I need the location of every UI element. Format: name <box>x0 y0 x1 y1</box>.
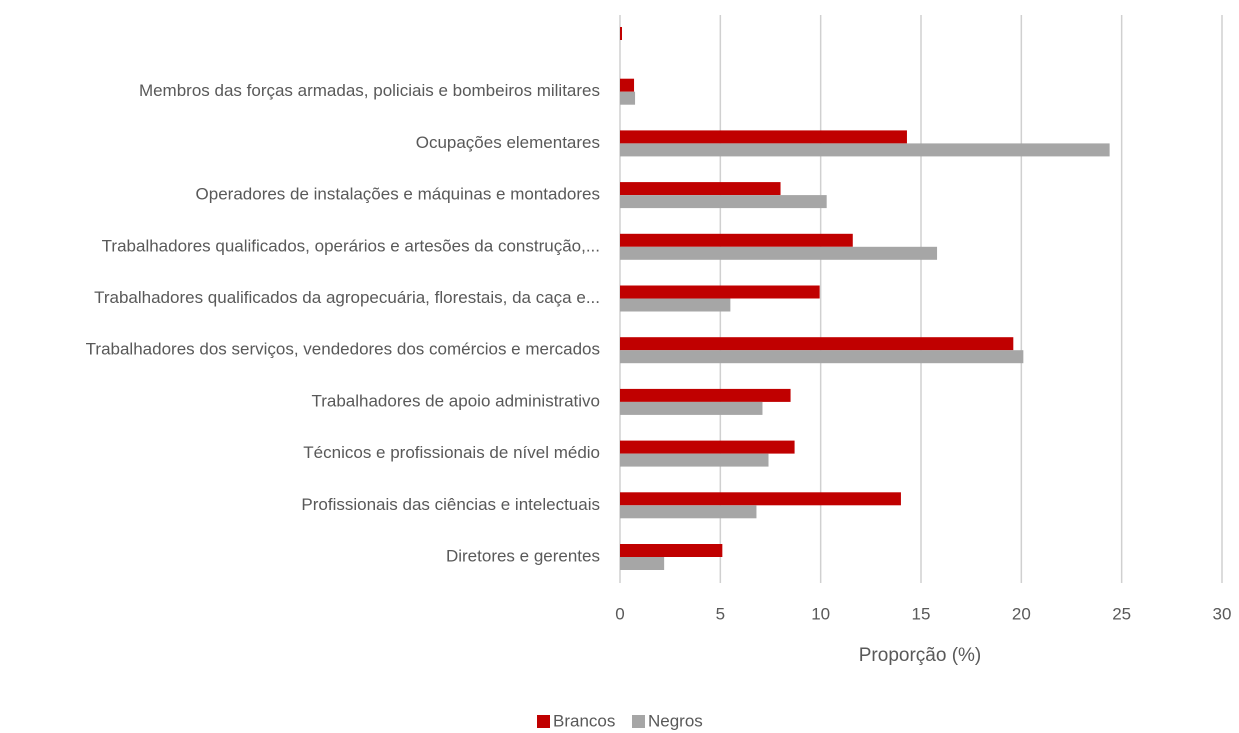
bar <box>620 388 791 402</box>
x-tick-label: 20 <box>1012 604 1031 623</box>
x-tick-label: 10 <box>811 604 830 623</box>
y-tick-label: Membros das forças armadas, policiais e … <box>139 81 600 100</box>
y-tick-label: Diretores e gerentes <box>446 546 600 565</box>
bar <box>620 492 901 506</box>
x-tick-label: 25 <box>1112 604 1131 623</box>
x-tick-label: 5 <box>716 604 725 623</box>
y-tick-label: Trabalhadores qualificados da agropecuár… <box>94 288 600 307</box>
bar <box>620 27 623 40</box>
bar <box>620 440 795 454</box>
bar <box>620 195 827 209</box>
bar <box>620 337 1014 351</box>
legend-swatch <box>537 715 550 728</box>
bar <box>620 233 853 247</box>
legend-swatch <box>632 715 645 728</box>
bar <box>620 246 938 260</box>
bar <box>620 350 1024 364</box>
x-tick-label: 0 <box>615 604 624 623</box>
bar <box>620 298 731 312</box>
bar <box>620 182 781 196</box>
y-tick-label: Ocupações elementares <box>416 133 600 152</box>
y-tick-label: Trabalhadores qualificados, operários e … <box>102 236 600 255</box>
bar <box>620 130 907 144</box>
bar <box>620 401 763 415</box>
bar <box>620 285 820 299</box>
legend-label: Brancos <box>553 711 615 730</box>
y-tick-label: Profissionais das ciências e intelectuai… <box>301 495 600 514</box>
y-tick-label: Trabalhadores de apoio administrativo <box>311 391 600 410</box>
y-tick-label: Operadores de instalações e máquinas e m… <box>196 185 600 204</box>
legend-label: Negros <box>648 711 703 730</box>
bar <box>620 505 757 519</box>
bar <box>620 544 723 557</box>
x-tick-label: 30 <box>1213 604 1232 623</box>
bar <box>620 91 636 105</box>
x-axis-title: Proporção (%) <box>859 645 982 666</box>
x-tick-label: 15 <box>912 604 931 623</box>
bar <box>620 453 769 467</box>
bar <box>620 557 665 570</box>
y-tick-label: Técnicos e profissionais de nível médio <box>303 443 600 462</box>
bar <box>620 143 1110 157</box>
bar <box>620 78 635 92</box>
y-tick-label: Trabalhadores dos serviços, vendedores d… <box>86 340 600 359</box>
